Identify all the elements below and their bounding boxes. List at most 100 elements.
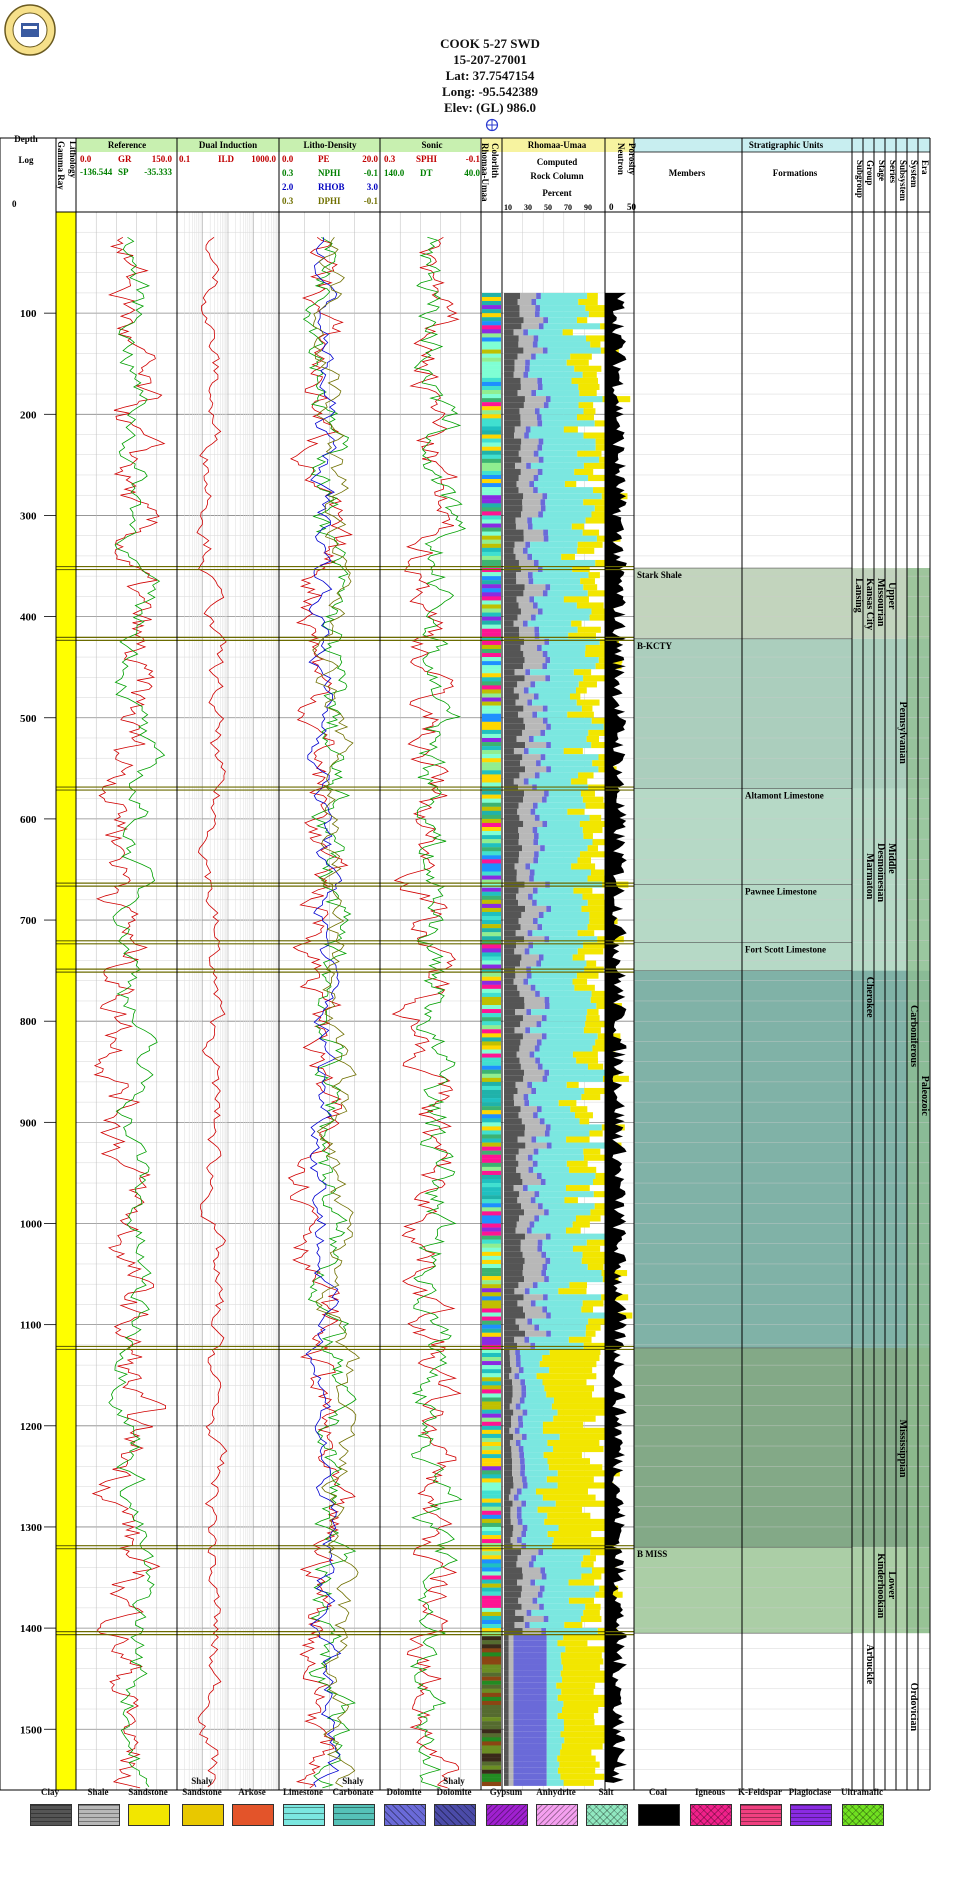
rock-segment: [504, 638, 525, 645]
rock-segment: [539, 1361, 597, 1368]
rock-segment: [551, 1403, 612, 1410]
rock-segment: [540, 754, 546, 761]
colorlith-band: [482, 353, 501, 358]
rock-segment: [542, 444, 596, 451]
rock-segment: [513, 1670, 547, 1677]
rock-segment: [504, 1591, 521, 1598]
rock-segment: [504, 1634, 509, 1641]
rock-segment: [533, 1561, 582, 1568]
rock-segment: [562, 329, 573, 336]
rock-segment: [523, 347, 543, 354]
colorlith-band: [482, 725, 501, 731]
colorlith-band: [482, 588, 501, 593]
rock-segment: [544, 936, 550, 943]
rock-segment: [504, 1470, 513, 1477]
legend-swatch: [283, 1804, 325, 1826]
rock-segment: [537, 802, 586, 809]
rock-segment: [504, 462, 516, 469]
rock-segment: [580, 578, 595, 585]
rock-segment: [521, 1488, 536, 1495]
colorlith-band: [482, 292, 501, 298]
rock-segment: [518, 802, 534, 809]
rock-segment: [504, 1106, 521, 1113]
rock-segment: [588, 572, 600, 579]
rock-segment: [544, 1118, 580, 1125]
rock-segment: [504, 1506, 511, 1513]
rock-segment: [523, 1446, 554, 1453]
rock-segment: [504, 1288, 515, 1295]
colorlith-band: [482, 1607, 501, 1613]
rock-segment: [534, 311, 540, 318]
rock-segment: [504, 1039, 521, 1046]
rock-segment: [585, 644, 609, 651]
rock-segment: [583, 1555, 596, 1562]
colorlith-band: [482, 1308, 501, 1313]
rock-segment: [504, 1124, 525, 1131]
colorlith-band: [482, 1166, 501, 1172]
legend-swatch: [434, 1804, 476, 1826]
rock-segment: [504, 893, 517, 900]
api-number: 15-207-27001: [453, 52, 527, 67]
rock-segment: [510, 1537, 518, 1544]
strat-stage-label: Desmoinesian: [875, 843, 886, 902]
rock-segment: [504, 1573, 523, 1580]
rock-segment: [533, 450, 539, 457]
colorlith-band: [482, 1769, 501, 1774]
colorlith-band: [482, 442, 501, 447]
rock-segment: [504, 1197, 518, 1204]
colorlith-band: [482, 369, 501, 374]
rock-segment: [516, 1051, 530, 1058]
colorlith-band: [482, 1587, 501, 1592]
stage-header: Stage: [877, 160, 887, 181]
rock-segment: [504, 493, 524, 500]
sphi-min: 0.3: [384, 154, 396, 164]
legend-swatch: [333, 1804, 375, 1826]
rock-segment: [504, 335, 519, 342]
rock-segment: [534, 1045, 540, 1052]
rock-segment: [504, 1530, 513, 1538]
rock-segment: [538, 911, 544, 919]
rock-segment: [563, 1700, 607, 1707]
rock-segment: [519, 1397, 525, 1404]
rock-segment: [524, 638, 545, 645]
strat-unit-5: [634, 970, 930, 1348]
colorlith-band: [482, 737, 501, 743]
rock-segment: [547, 529, 583, 536]
depth-tick-label: 400: [20, 612, 37, 624]
colorlith-band: [482, 1381, 501, 1386]
rock-segment: [504, 1336, 515, 1343]
latitude: Lat: 37.7547154: [445, 68, 535, 83]
rock-segment: [519, 311, 535, 318]
colorlith-band: [482, 1498, 501, 1503]
rock-segment: [553, 1537, 615, 1544]
rock-segment: [517, 1087, 532, 1095]
rock-segment: [540, 292, 588, 299]
rock-segment: [546, 1749, 561, 1756]
rock-segment: [504, 1549, 522, 1556]
rock-segment: [521, 954, 539, 961]
colorlith-band: [482, 1373, 501, 1378]
rock-header-band: [481, 138, 634, 152]
rock-segment: [512, 1470, 521, 1477]
rock-segment: [585, 517, 609, 524]
rock-segment: [518, 487, 534, 494]
rock-segment: [504, 1512, 511, 1519]
rock-segment: [579, 1118, 590, 1125]
rock-segment: [537, 1106, 542, 1113]
rock-segment: [504, 1658, 509, 1665]
rock-segment: [504, 778, 514, 785]
pe-label: PE: [318, 154, 330, 164]
rock-segment: [542, 1245, 573, 1252]
rock-segment: [581, 1561, 594, 1568]
rock-segment: [542, 590, 548, 597]
rock-segment: [532, 1282, 538, 1289]
rock-segment: [537, 487, 594, 494]
rock-segment: [590, 1549, 612, 1556]
colorlith-band: [482, 515, 501, 520]
rock-segment: [504, 1609, 516, 1616]
rock-segment: [560, 1749, 592, 1756]
rock-segment: [504, 365, 515, 372]
colorlith-band: [482, 341, 501, 346]
rock-segment: [523, 1306, 543, 1313]
rock-segment: [582, 893, 605, 900]
